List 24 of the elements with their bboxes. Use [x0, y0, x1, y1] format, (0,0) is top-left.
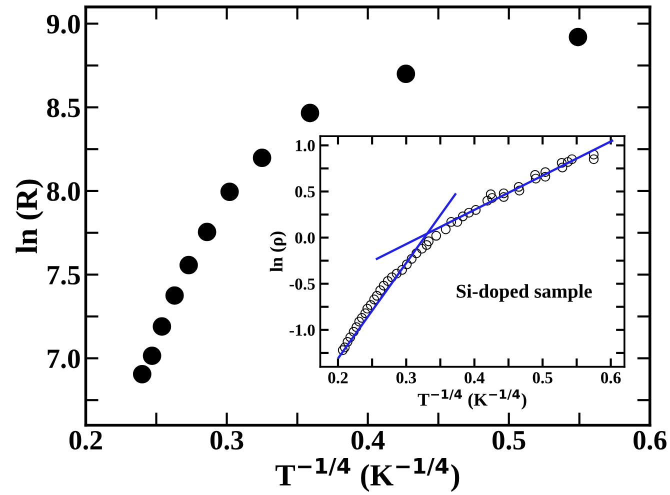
text: 0.0 — [295, 232, 315, 244]
y-tick-label: 8.5 — [47, 98, 80, 118]
text: -1.0 — [290, 324, 315, 336]
x-tick-label: 0.3 — [396, 372, 416, 384]
x-tick-label: 0.2 — [328, 372, 348, 384]
x-axis-title: T$^{−1/4}$ (K$^{−1/4}$) — [418, 390, 526, 410]
text: 9.0 — [46, 14, 80, 34]
x-tick-label: 0.3 — [210, 430, 244, 450]
x-tick-label: 0.5 — [492, 430, 526, 450]
x-tick-label: 0.6 — [601, 372, 621, 384]
x-tick-label: 0.5 — [532, 372, 552, 384]
y-axis-title: ln (ρ) — [270, 232, 286, 272]
y-axis-title: ln (R) — [16, 180, 44, 254]
text: 1.0 — [296, 140, 315, 152]
text: 8.0 — [47, 182, 80, 202]
y-tick-label: 7.5 — [48, 266, 80, 285]
x-tick-label: 0.4 — [352, 430, 385, 450]
x-axis-title: T$^{−1/4}$ (K$^{−1/4}$) — [276, 458, 460, 492]
x-tick-label: 0.6 — [634, 430, 666, 450]
x-tick-label: 0.4 — [464, 372, 485, 384]
annotation: Si-doped sample — [456, 284, 592, 302]
y-tick-label: -0.5 — [290, 278, 315, 290]
x-tick-label: 0.2 — [69, 430, 102, 450]
text: 7.0 — [48, 349, 80, 368]
